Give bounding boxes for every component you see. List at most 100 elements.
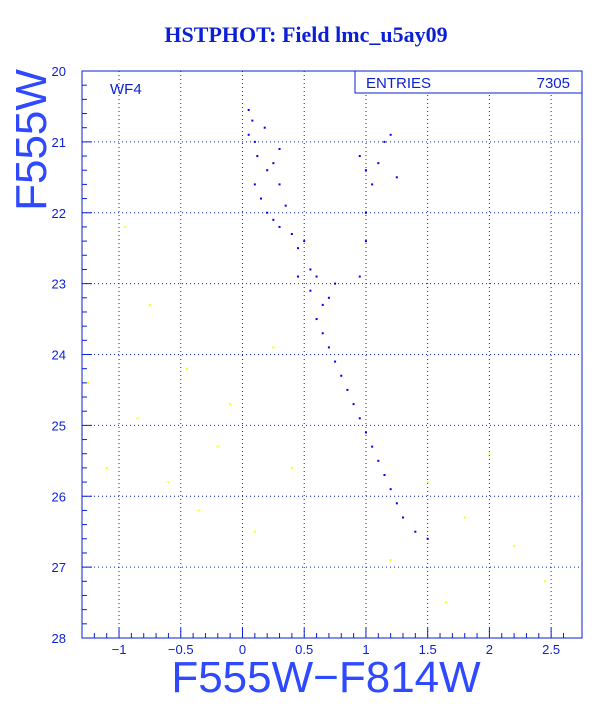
data-point	[364, 431, 367, 434]
data-point	[284, 204, 287, 207]
data-point	[297, 275, 300, 278]
data-point	[426, 537, 429, 540]
data-point	[383, 140, 386, 143]
data-point	[229, 403, 232, 406]
y-tick-label: 27	[52, 560, 66, 575]
data-point	[371, 183, 374, 186]
axis-ticks: −1 −0.5 0 0.5 1 1.5 2 2.5 20 21 22 23 24 25 26 27 28	[52, 64, 564, 657]
data-point	[358, 275, 361, 278]
x-tick-label: −1	[112, 642, 127, 657]
data-point	[488, 452, 491, 455]
data-point	[251, 119, 254, 122]
data-point	[358, 417, 361, 420]
x-tick-label: 0.5	[295, 642, 313, 657]
data-point	[364, 169, 367, 172]
data-point	[513, 544, 516, 547]
data-point	[334, 282, 337, 285]
data-point	[297, 247, 300, 250]
data-point	[395, 176, 398, 179]
data-point	[167, 481, 170, 484]
stats-entries-label: ENTRIES	[366, 75, 431, 92]
data-point	[247, 133, 250, 136]
x-tick-label: 2	[486, 642, 493, 657]
y-tick-label: 24	[52, 348, 66, 363]
data-point	[445, 601, 448, 604]
data-point	[377, 162, 380, 165]
chart-title: HSTPHOT: Field lmc_u5ay09	[164, 22, 448, 47]
data-point	[352, 403, 355, 406]
data-point	[136, 417, 139, 420]
data-point	[272, 218, 275, 221]
y-tick-label: 20	[52, 64, 66, 79]
grid-lines	[82, 70, 582, 639]
data-point	[185, 367, 188, 370]
stats-entries-value: 7305	[537, 75, 570, 92]
data-point	[315, 275, 318, 278]
data-point	[198, 509, 201, 512]
data-point	[216, 445, 219, 448]
data-point	[247, 108, 250, 111]
data-point	[266, 169, 269, 172]
data-point	[395, 502, 398, 505]
data-point	[463, 516, 466, 519]
data-point	[278, 183, 281, 186]
data-point	[124, 225, 127, 228]
x-tick-label: 1	[362, 642, 369, 657]
data-point	[253, 140, 256, 143]
data-point	[401, 516, 404, 519]
data-point	[278, 147, 281, 150]
data-point	[371, 445, 374, 448]
data-point	[543, 580, 546, 583]
data-point	[327, 296, 330, 299]
data-point	[272, 346, 275, 349]
data-point	[364, 211, 367, 214]
data-point	[266, 211, 269, 214]
x-tick-label: 0	[239, 642, 246, 657]
data-point	[148, 303, 151, 306]
data-point	[87, 381, 90, 384]
data-point	[389, 133, 392, 136]
data-point	[364, 240, 367, 243]
y-axis-title: F555W	[7, 69, 56, 211]
data-point	[389, 559, 392, 562]
y-tick-label: 28	[52, 631, 66, 646]
data-point	[321, 303, 324, 306]
data-point	[278, 225, 281, 228]
data-point	[290, 466, 293, 469]
data-point	[315, 318, 318, 321]
data-point	[303, 240, 306, 243]
y-tick-label: 26	[52, 489, 66, 504]
panel-label: WF4	[110, 81, 142, 98]
y-tick-label: 22	[52, 206, 66, 221]
data-point	[263, 126, 266, 129]
x-tick-label: −0.5	[168, 642, 194, 657]
data-point	[309, 268, 312, 271]
data-point	[327, 346, 330, 349]
data-point	[358, 155, 361, 158]
data-point	[414, 530, 417, 533]
data-point	[309, 289, 312, 292]
data-point	[253, 530, 256, 533]
data-point	[272, 162, 275, 165]
y-tick-label: 21	[52, 135, 66, 150]
data-point	[340, 374, 343, 377]
data-point	[290, 233, 293, 236]
data-point	[260, 197, 263, 200]
axis-labels: WF4 F555W−F814W F555W	[7, 69, 481, 702]
data-point	[321, 332, 324, 335]
stats-box: ENTRIES 7305	[354, 70, 583, 94]
data-point	[389, 488, 392, 491]
data-point	[383, 473, 386, 476]
stats-box-frame	[354, 70, 583, 94]
data-point	[253, 183, 256, 186]
data-point	[334, 360, 337, 363]
data-point	[256, 155, 259, 158]
x-axis-title: F555W−F814W	[171, 653, 481, 702]
x-tick-label: 2.5	[542, 642, 560, 657]
data-point	[105, 466, 108, 469]
y-tick-label: 25	[52, 418, 66, 433]
scatter-points	[87, 108, 546, 604]
data-point	[377, 459, 380, 462]
data-point	[346, 388, 349, 391]
y-tick-label: 23	[52, 277, 66, 292]
